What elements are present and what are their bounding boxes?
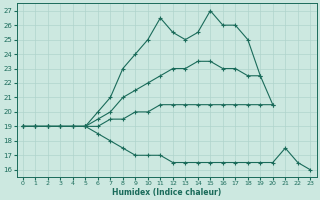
X-axis label: Humidex (Indice chaleur): Humidex (Indice chaleur) <box>112 188 221 197</box>
